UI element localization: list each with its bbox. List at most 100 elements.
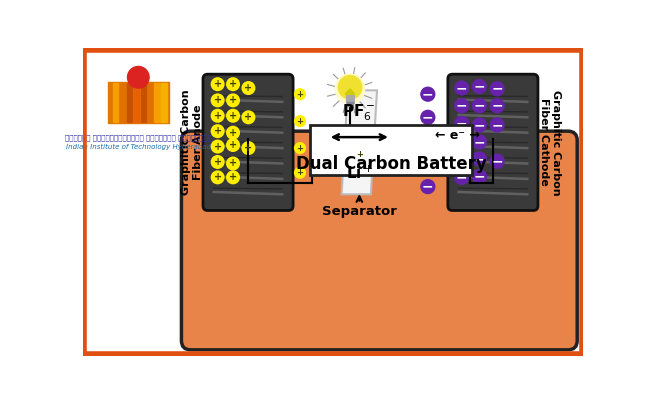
Text: −: −: [474, 135, 486, 149]
Circle shape: [211, 171, 224, 184]
Text: +: +: [214, 157, 222, 167]
Text: Dual Carbon Battery: Dual Carbon Battery: [296, 155, 486, 173]
Circle shape: [455, 81, 469, 95]
Text: +: +: [229, 95, 237, 105]
Text: −: −: [456, 116, 467, 130]
Bar: [155, 84, 160, 122]
Text: +: +: [356, 150, 363, 159]
Text: +: +: [214, 172, 222, 182]
Bar: [134, 84, 139, 122]
Text: Li$^+$: Li$^+$: [346, 165, 373, 182]
Text: −: −: [491, 99, 503, 113]
Circle shape: [242, 82, 255, 94]
Text: −: −: [474, 99, 486, 113]
Circle shape: [490, 99, 504, 113]
Text: −: −: [456, 81, 467, 95]
Circle shape: [127, 66, 149, 88]
Circle shape: [473, 170, 486, 184]
Text: +: +: [296, 168, 304, 177]
Text: −: −: [474, 80, 486, 94]
Bar: [113, 84, 118, 122]
Circle shape: [352, 127, 366, 141]
Circle shape: [421, 134, 435, 147]
Text: Indian Institute of Technology Hyderabad: Indian Institute of Technology Hyderabad: [66, 144, 211, 150]
Circle shape: [490, 118, 504, 132]
Circle shape: [455, 116, 469, 130]
Circle shape: [211, 140, 224, 153]
Circle shape: [421, 87, 435, 101]
Circle shape: [421, 156, 435, 170]
Text: +: +: [296, 117, 304, 126]
Text: +: +: [244, 112, 252, 122]
Circle shape: [455, 170, 469, 184]
Text: +: +: [296, 90, 304, 99]
Circle shape: [294, 167, 305, 178]
Text: −: −: [491, 82, 503, 96]
FancyBboxPatch shape: [181, 131, 577, 350]
Bar: [148, 84, 153, 122]
Text: −: −: [474, 118, 486, 132]
Circle shape: [294, 143, 305, 154]
Circle shape: [211, 78, 224, 90]
Bar: [346, 95, 354, 103]
Bar: [120, 84, 125, 122]
Circle shape: [473, 135, 486, 149]
Text: −: −: [354, 127, 365, 141]
Text: +: +: [229, 158, 237, 168]
Bar: [310, 125, 472, 175]
Text: PF$_6^-$: PF$_6^-$: [343, 103, 376, 124]
Circle shape: [421, 180, 435, 194]
Polygon shape: [342, 90, 377, 194]
Circle shape: [339, 76, 361, 99]
Circle shape: [294, 89, 305, 100]
Text: +: +: [229, 140, 237, 150]
Text: +: +: [244, 143, 252, 153]
Circle shape: [211, 156, 224, 168]
Text: −: −: [456, 170, 467, 184]
Circle shape: [490, 82, 504, 96]
Text: −: −: [474, 152, 486, 166]
Text: Separator: Separator: [322, 205, 396, 218]
Circle shape: [227, 126, 239, 139]
Circle shape: [473, 80, 486, 94]
Text: +: +: [296, 144, 304, 152]
Text: −: −: [422, 110, 434, 124]
Circle shape: [227, 94, 239, 106]
Bar: [140, 84, 146, 122]
Text: +: +: [214, 79, 222, 89]
Circle shape: [473, 152, 486, 166]
Text: +: +: [244, 83, 252, 93]
Bar: [127, 84, 132, 122]
Text: −: −: [456, 135, 467, 149]
Text: −: −: [422, 134, 434, 148]
Bar: [107, 82, 169, 124]
Bar: [347, 102, 353, 106]
Circle shape: [211, 125, 224, 137]
Text: +: +: [214, 95, 222, 105]
Text: −: −: [422, 87, 434, 101]
Circle shape: [455, 99, 469, 113]
Circle shape: [227, 110, 239, 122]
Circle shape: [242, 142, 255, 154]
Text: −: −: [491, 118, 503, 132]
Text: Graphitic Carbon
Fiber Anode: Graphitic Carbon Fiber Anode: [181, 90, 203, 195]
Circle shape: [455, 153, 469, 166]
Circle shape: [473, 118, 486, 132]
Circle shape: [490, 154, 504, 168]
Text: +: +: [229, 111, 237, 121]
Text: −: −: [456, 153, 467, 167]
Circle shape: [227, 157, 239, 170]
FancyBboxPatch shape: [203, 74, 293, 210]
Text: +: +: [229, 128, 237, 138]
Text: −: −: [422, 180, 434, 194]
Circle shape: [211, 110, 224, 122]
Text: ← e⁻ →: ← e⁻ →: [436, 129, 480, 142]
Circle shape: [242, 111, 255, 124]
Text: ← Electrolyte →: ← Electrolyte →: [320, 147, 438, 161]
Text: भारतीय प्रौद्योगिकी संस्थान हैदराबाद: भारतीय प्रौद्योगिकी संस्थान हैदराबाद: [65, 134, 212, 141]
Circle shape: [421, 110, 435, 124]
Text: −: −: [474, 170, 486, 184]
Text: +: +: [214, 142, 222, 152]
Circle shape: [354, 150, 365, 160]
Circle shape: [227, 139, 239, 151]
